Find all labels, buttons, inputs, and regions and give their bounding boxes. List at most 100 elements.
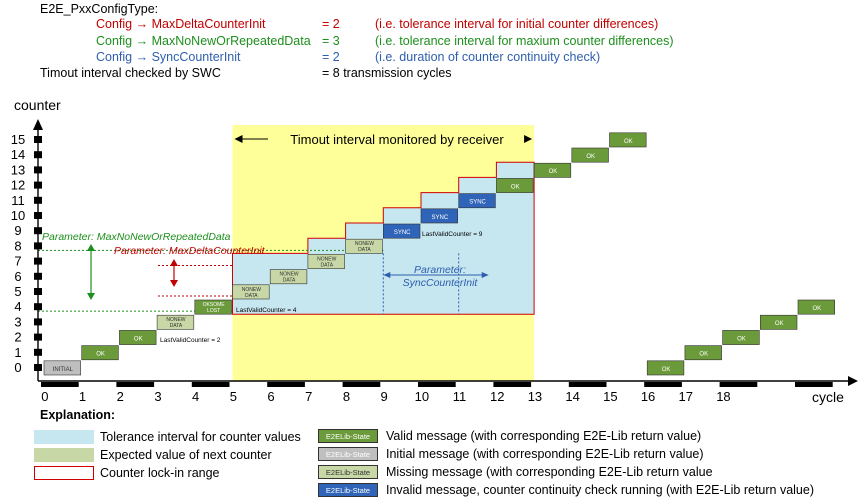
delta-arrowhead-down (170, 280, 178, 287)
x-tick-label: 14 (565, 389, 579, 404)
config-note-sync: (i.e. duration of counter continuity che… (375, 50, 601, 64)
param-nonew-label: Parameter: MaxNoNewOrRepeatedData (42, 231, 231, 243)
legend-swatch-lockin (34, 466, 94, 480)
timeout-banner-label: Timout interval monitored by receiver (290, 132, 504, 147)
step-label: OK (737, 336, 746, 342)
x-axis-tick (342, 382, 381, 387)
step-label: NONEW (166, 317, 185, 323)
step-box (194, 299, 232, 315)
x-tick-label: 16 (641, 389, 655, 404)
step-label: NONEW (279, 272, 298, 278)
x-tick-label: 17 (679, 389, 693, 404)
x-tick-label: 9 (381, 389, 388, 404)
step-label: NONEW (317, 256, 336, 262)
nonew-arrowhead-down (87, 293, 95, 300)
step-box (609, 132, 647, 148)
x-tick-label: 13 (528, 389, 542, 404)
x-axis-title: cycle (812, 389, 844, 405)
y-tick-label: 14 (11, 147, 25, 162)
y-tick-label: 0 (14, 360, 21, 375)
x-tick-label: 0 (41, 389, 48, 404)
step-box (382, 223, 421, 239)
step-label: NONEW (242, 287, 261, 293)
y-tick-label: 15 (11, 132, 25, 147)
step-box (420, 208, 459, 224)
timeout-arrowhead-left (234, 135, 243, 143)
y-tick-label: 8 (14, 238, 21, 253)
y-axis-tick (34, 364, 42, 371)
delta-arrowhead-up (170, 259, 178, 266)
step-label: DATA (170, 323, 183, 329)
step-label: OK (134, 336, 143, 342)
x-tick-label: 12 (490, 389, 504, 404)
legend-label-tolerance: Tolerance interval for counter values (100, 430, 301, 444)
step-label: OK (699, 352, 708, 358)
y-axis-tick (34, 242, 42, 250)
sync-arrowhead-left (383, 272, 391, 278)
timeout-interval-value: = 8 transmission cycles (322, 66, 452, 80)
y-tick-label: 6 (14, 269, 21, 284)
param-sync-label-1: Parameter: (414, 264, 466, 276)
step-box (571, 147, 609, 163)
step-box (759, 314, 798, 330)
step-box (156, 314, 195, 330)
step-label: DATA (245, 293, 258, 299)
last-valid-9-label: LastValidCounter = 9 (422, 231, 483, 238)
step-label: SYNC (394, 230, 411, 236)
y-axis-tick (34, 303, 42, 311)
y-axis-tick (34, 227, 42, 235)
config-param-sync: Config → SyncCounterInit (96, 50, 241, 64)
y-axis-tick (34, 348, 42, 356)
legend-label-missing: Missing message (with corresponding E2E-… (386, 465, 713, 479)
step-label: NONEW (355, 241, 374, 247)
step-box (307, 254, 345, 269)
timeout-arrowhead-right (524, 135, 533, 143)
step-label: OK (775, 321, 784, 327)
config-note-max-delta: (i.e. tolerance interval for initial cou… (375, 17, 659, 31)
y-tick-label: 3 (14, 314, 21, 329)
y-tick-label: 5 (14, 284, 21, 299)
config-value-max-nonew: = 3 (322, 34, 340, 48)
y-axis-tick (34, 272, 42, 280)
step-box (43, 360, 82, 376)
y-axis-arrow (33, 119, 43, 130)
y-tick-label: 12 (11, 178, 25, 193)
step-box (458, 193, 496, 209)
y-axis-tick (34, 257, 42, 265)
step-box (722, 330, 760, 345)
legend-label-invalid: Invalid message, counter continuity chec… (386, 483, 814, 497)
y-axis-tick (34, 136, 42, 143)
step-box (646, 360, 685, 376)
step-label: OK (624, 139, 633, 145)
x-axis-tick (644, 382, 682, 387)
legend-label-lockin: Counter lock-in range (100, 466, 220, 480)
x-axis-tick (493, 382, 532, 387)
y-axis-tick (34, 318, 42, 326)
x-axis-tick (418, 382, 456, 387)
y-axis-tick (34, 212, 42, 219)
config-value-sync: = 2 (322, 50, 340, 64)
config-note-max-nonew: (i.e. tolerance interval for maxium coun… (375, 34, 674, 48)
y-axis-tick (34, 288, 42, 295)
x-tick-label: 5 (230, 389, 237, 404)
legend-title: Explanation: (40, 408, 116, 422)
x-tick-label: 18 (716, 389, 730, 404)
legend-state-missing: E2ELib-State (318, 465, 378, 479)
x-axis-tick (191, 382, 230, 387)
y-tick-label: 7 (14, 254, 21, 269)
x-axis-tick (795, 382, 833, 387)
y-tick-label: 2 (14, 330, 21, 345)
x-tick-label: 8 (343, 389, 350, 404)
step-box (232, 284, 270, 300)
step-label: SYNC (432, 215, 449, 221)
y-tick-label: 13 (11, 162, 25, 177)
x-axis-tick (41, 382, 79, 387)
step-label: DATA (358, 247, 371, 253)
y-axis-tick (34, 181, 42, 189)
step-box (684, 345, 722, 361)
x-axis-tick (719, 382, 758, 387)
legend-state-ok: E2ELib-State (318, 429, 378, 443)
step-label: OK (549, 169, 558, 175)
config-value-max-delta: = 2 (322, 17, 340, 31)
